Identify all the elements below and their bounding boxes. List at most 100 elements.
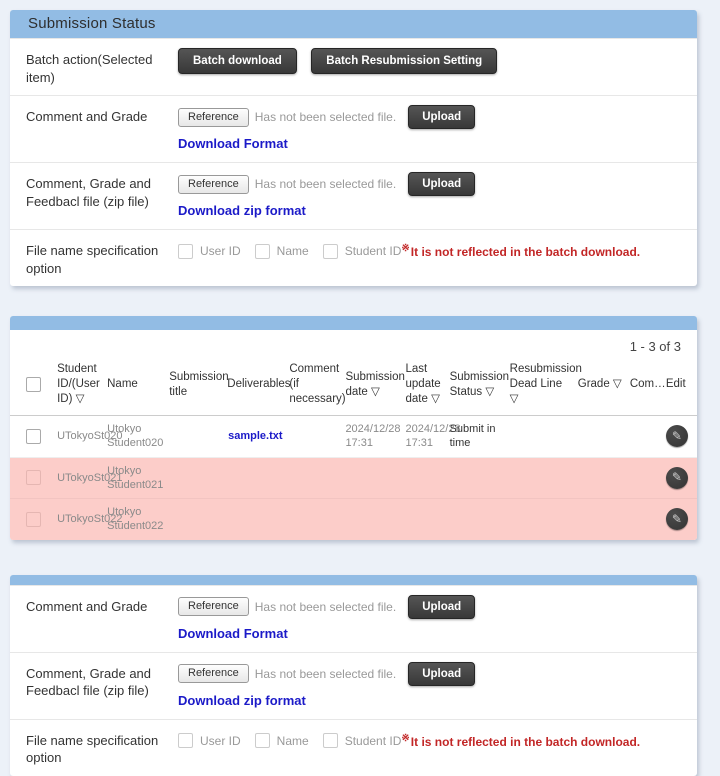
no-file-text: Has not been selected file. <box>254 110 397 125</box>
resubmission-deadline-cell <box>507 499 575 540</box>
comment-grade-feedback-label: Comment, Grade and Feedbacl file (zip fi… <box>26 665 152 699</box>
batch-action-label: Batch action(Selected item) <box>26 52 153 85</box>
comment-grade-label: Comment and Grade <box>26 109 148 125</box>
deliverables-cell <box>224 499 286 540</box>
comment-grade-feedback-row: Comment, Grade and Feedbacl file (zip fi… <box>10 162 697 229</box>
student-id-checkbox-label: Student ID <box>344 244 402 259</box>
reference-button[interactable]: Reference <box>178 174 249 194</box>
edit-pencil-icon[interactable]: ✎ <box>665 425 688 448</box>
name-cell: Utokyo Student020 <box>107 423 164 450</box>
pagination-status: 1 - 3 of 3 <box>629 339 681 355</box>
submission-title-cell <box>166 499 224 540</box>
name-checkbox[interactable] <box>254 733 270 749</box>
edit-pencil-icon[interactable]: ✎ <box>665 508 688 531</box>
com-cell <box>627 499 663 540</box>
grade-cell <box>575 457 627 499</box>
no-file-text: Has not been selected file. <box>254 666 397 681</box>
reference-button[interactable]: Reference <box>178 597 249 617</box>
student-id-checkbox-label: Student ID <box>344 733 402 748</box>
submission-status-panel: Submission Status Batch action(Selected … <box>10 10 697 287</box>
deliverables-cell <box>224 457 286 499</box>
note-mark: ※ <box>401 243 410 255</box>
submission-table: Student ID/(User ID) ▽ Name Submission t… <box>10 356 697 540</box>
student-id-cell: UTokyoSt020 <box>57 430 123 443</box>
last-update-date-cell <box>403 457 447 499</box>
upload-button[interactable]: Upload <box>408 172 476 197</box>
student-id-cell: UTokyoSt022 <box>57 513 123 526</box>
page: Submission Status Batch action(Selected … <box>10 10 697 776</box>
row-checkbox[interactable] <box>26 511 41 527</box>
user-id-checkbox-label: User ID <box>200 733 241 748</box>
row-checkbox[interactable] <box>26 428 41 444</box>
resubmission-deadline-cell <box>507 416 575 458</box>
col-last-update-date[interactable]: Last update date ▽ <box>402 356 447 417</box>
com-cell <box>627 416 663 458</box>
col-submission-date[interactable]: Submission date ▽ <box>342 356 405 417</box>
reference-button[interactable]: Reference <box>178 107 249 127</box>
batch-resubmission-setting-button[interactable]: Batch Resubmission Setting <box>311 48 498 74</box>
table-header-row: Student ID/(User ID) ▽ Name Submission t… <box>10 356 697 417</box>
note-text: It is not reflected in the batch downloa… <box>410 734 641 749</box>
deliverable-file-link[interactable]: sample.txt <box>228 430 283 443</box>
col-submission-status[interactable]: Submission Status ▽ <box>446 356 509 417</box>
col-resubmission-deadline[interactable]: Resubmission Dead Line ▽ <box>506 356 582 417</box>
edit-pencil-icon[interactable]: ✎ <box>665 466 688 489</box>
user-id-checkbox-label: User ID <box>200 244 241 259</box>
reference-button[interactable]: Reference <box>178 664 249 684</box>
name-cell: Utokyo Student021 <box>107 464 164 491</box>
download-zip-format-link[interactable]: Download zip format <box>178 203 306 219</box>
col-student-id[interactable]: Student ID/(User ID) ▽ <box>54 356 105 417</box>
submission-table-panel: 1 - 3 of 3 Student ID/(User ID) ▽ Name S… <box>10 316 697 540</box>
upload-button[interactable]: Upload <box>408 105 476 130</box>
comment-grade-feedback-row: Comment, Grade and Feedbacl file (zip fi… <box>10 651 697 719</box>
note-text: It is not reflected in the batch downloa… <box>410 245 641 260</box>
download-zip-format-link[interactable]: Download zip format <box>178 692 306 708</box>
name-checkbox[interactable] <box>254 243 270 259</box>
last-update-date-cell <box>403 499 447 540</box>
submission-status-cell <box>447 499 507 540</box>
table-panel-header-bar <box>10 316 697 331</box>
submission-date-cell <box>342 499 402 540</box>
bottom-panel-header-bar <box>10 574 697 585</box>
com-cell <box>627 457 663 499</box>
submission-status-cell <box>447 457 507 499</box>
file-name-option-row: File name specification option User ID N… <box>10 229 697 286</box>
download-format-link[interactable]: Download Format <box>178 136 288 152</box>
comment-cell <box>286 416 342 458</box>
row-checkbox[interactable] <box>26 470 41 486</box>
upload-button[interactable]: Upload <box>408 594 476 619</box>
batch-action-row: Batch action(Selected item) Batch downlo… <box>10 38 697 95</box>
comment-grade-label: Comment and Grade <box>26 598 148 614</box>
comment-grade-row: Comment and Grade Reference Has not been… <box>10 95 697 162</box>
download-format-link[interactable]: Download Format <box>178 625 288 641</box>
no-file-text: Has not been selected file. <box>254 599 397 614</box>
file-name-option-row: File name specification option User ID N… <box>10 718 697 776</box>
comment-grade-row: Comment and Grade Reference Has not been… <box>10 584 697 652</box>
name-checkbox-label: Name <box>276 244 309 259</box>
student-id-checkbox[interactable] <box>322 243 338 259</box>
submission-status-cell: Submit in time <box>449 423 496 450</box>
student-id-checkbox[interactable] <box>322 733 338 749</box>
table-row-highlighted: UTokyoSt022 Utokyo Student022 ✎ <box>10 498 697 540</box>
name-cell: Utokyo Student022 <box>107 506 164 533</box>
col-name: Name <box>104 356 167 417</box>
user-id-checkbox[interactable] <box>178 243 193 259</box>
table-row-highlighted: UTokyoSt021 Utokyo Student021 ✎ <box>10 457 697 499</box>
last-update-date-cell: 2024/12/28 17:31 <box>405 423 461 450</box>
note-mark: ※ <box>401 732 410 744</box>
batch-download-button[interactable]: Batch download <box>178 48 297 74</box>
select-all-checkbox[interactable] <box>26 376 41 392</box>
comment-cell <box>286 457 342 499</box>
upload-button[interactable]: Upload <box>408 661 476 686</box>
comment-grade-feedback-label: Comment, Grade and Feedbacl file (zip fi… <box>26 176 152 209</box>
comment-cell <box>286 499 342 540</box>
grade-cell <box>575 416 627 458</box>
submission-date-cell: 2024/12/28 17:31 <box>345 423 401 450</box>
submission-date-cell <box>342 457 402 499</box>
batch-download-note: ※It is not reflected in the batch downlo… <box>401 243 640 259</box>
col-submission-title: Submission title <box>166 356 229 417</box>
user-id-checkbox[interactable] <box>178 733 193 749</box>
name-checkbox-label: Name <box>276 733 309 748</box>
col-grade[interactable]: Grade ▽ <box>574 356 627 417</box>
bottom-upload-panel: Comment and Grade Reference Has not been… <box>10 574 697 776</box>
